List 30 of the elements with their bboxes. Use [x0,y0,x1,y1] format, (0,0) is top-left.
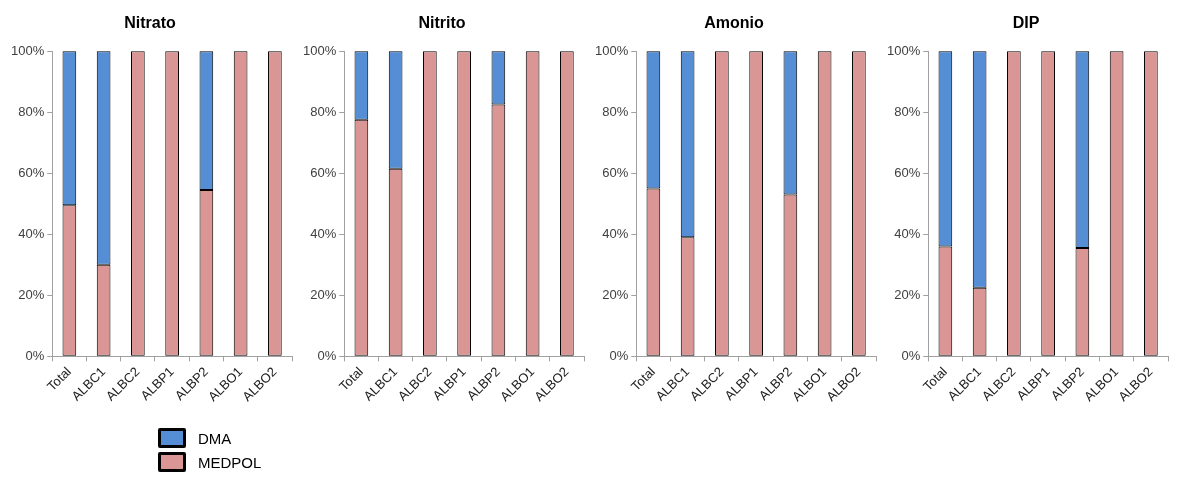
y-tick-label: 100% [887,42,921,58]
y-tick-label: 20% [894,286,921,302]
y-tick-label: 100% [595,42,629,58]
y-tick-label: 100% [303,42,337,58]
y-tick-label: 40% [602,225,629,241]
chart-title: Nitrato [124,14,176,32]
y-tick-label: 60% [602,164,629,180]
y-tick-label: 0% [901,347,921,363]
y-tick-label: 40% [18,225,45,241]
y-tick-label: 40% [894,225,921,241]
y-tick-label: 0% [317,347,337,363]
y-tick-label: 80% [602,103,629,119]
y-tick-label: 100% [11,42,45,58]
y-tick-label: 60% [18,164,45,180]
y-tick-label: 20% [602,286,629,302]
y-tick-label: 20% [310,286,337,302]
y-tick-label: 0% [609,347,629,363]
y-tick-label: 80% [310,103,337,119]
legend-label: MEDPOL [198,453,262,471]
chart-title: DIP [1012,14,1040,32]
legend-label: DMA [198,429,232,447]
y-tick-label: 60% [894,164,921,180]
y-tick-label: 20% [18,286,45,302]
y-tick-label: 40% [310,225,337,241]
y-tick-label: 0% [25,347,45,363]
y-tick-label: 80% [894,103,921,119]
y-tick-label: 80% [18,103,45,119]
chart-title: Nitrito [418,14,466,32]
y-tick-label: 60% [310,164,337,180]
chart-title: Amonio [704,14,764,32]
